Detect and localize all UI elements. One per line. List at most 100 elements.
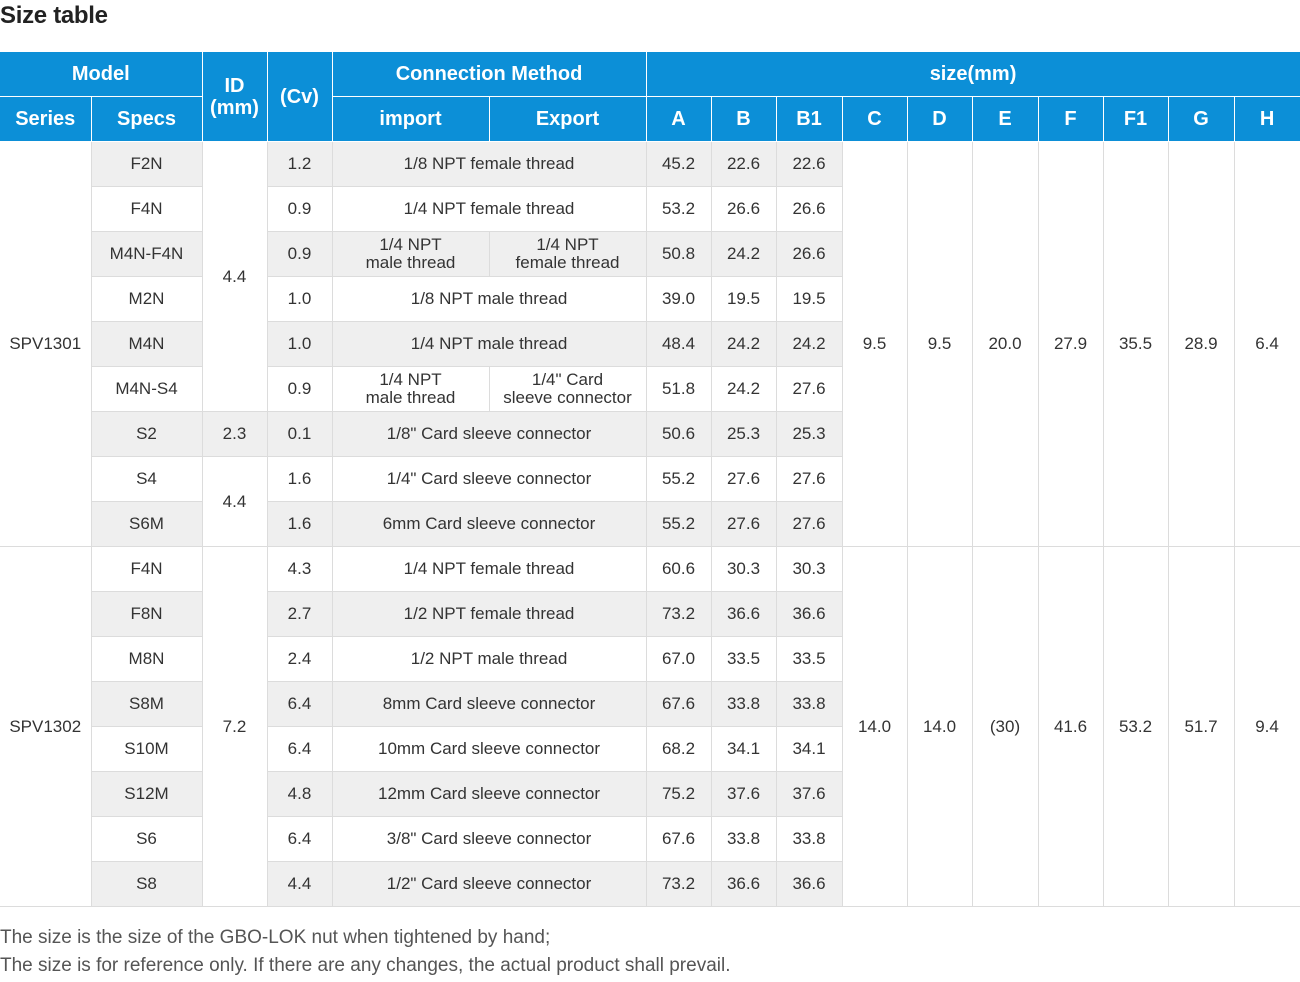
dim-b-cell: 33.5 (711, 636, 777, 682)
dim-b-cell: 33.8 (711, 816, 777, 862)
dim-b1-cell: 33.8 (776, 681, 843, 727)
table-row: S10M 6.4 10mm Card sleeve connector 68.2… (0, 726, 1300, 772)
dim-e-cell: (30) (972, 546, 1039, 907)
dim-a-cell: 67.0 (646, 636, 712, 682)
dim-b-cell: 30.3 (711, 546, 777, 592)
spec-cell: M4N-F4N (91, 231, 203, 277)
cv-cell: 4.3 (267, 546, 333, 592)
header-series: Series (0, 96, 92, 142)
dim-b1-cell: 26.6 (776, 186, 843, 232)
dim-a-cell: 55.2 (646, 501, 712, 547)
dim-b1-cell: 25.3 (776, 411, 843, 457)
import-cell: 1/4 NPT male thread (332, 231, 490, 277)
table-row: M2N 1.0 1/8 NPT male thread 39.0 19.5 19… (0, 276, 1300, 322)
header-dim-e: E (972, 96, 1039, 142)
size-table: Model ID (mm) (Cv) Connection Method size… (0, 52, 1300, 907)
dim-b-cell: 36.6 (711, 591, 777, 637)
dim-b1-cell: 36.6 (776, 591, 843, 637)
dim-g-cell: 51.7 (1168, 546, 1235, 907)
export-cell: 1/4 NPT female thread (489, 231, 647, 277)
dim-b1-cell: 27.6 (776, 501, 843, 547)
dim-b-cell: 19.5 (711, 276, 777, 322)
id-cell: 7.2 (202, 546, 268, 907)
cv-cell: 6.4 (267, 816, 333, 862)
header-dim-f: F (1038, 96, 1104, 142)
dim-a-cell: 73.2 (646, 591, 712, 637)
connection-cell: 8mm Card sleeve connector (332, 681, 647, 727)
dim-b1-cell: 19.5 (776, 276, 843, 322)
connection-cell: 1/2" Card sleeve connector (332, 861, 647, 907)
dim-b-cell: 26.6 (711, 186, 777, 232)
series-cell: SPV1301 (0, 141, 92, 547)
cv-cell: 1.0 (267, 276, 333, 322)
cv-cell: 6.4 (267, 726, 333, 772)
dim-f1-cell: 35.5 (1103, 141, 1169, 547)
header-dim-d: D (907, 96, 973, 142)
dim-a-cell: 48.4 (646, 321, 712, 367)
dim-b1-cell: 33.8 (776, 816, 843, 862)
spec-cell: S2 (91, 411, 203, 457)
dim-c-cell: 9.5 (842, 141, 908, 547)
spec-cell: F2N (91, 141, 203, 187)
cv-cell: 0.1 (267, 411, 333, 457)
spec-cell: S8M (91, 681, 203, 727)
dim-b-cell: 37.6 (711, 771, 777, 817)
cv-cell: 2.4 (267, 636, 333, 682)
table-row: S8 4.4 1/2" Card sleeve connector 73.2 3… (0, 861, 1300, 907)
connection-cell: 1/2 NPT male thread (332, 636, 647, 682)
dim-d-cell: 14.0 (907, 546, 973, 907)
header-dim-b1: B1 (776, 96, 843, 142)
dim-a-cell: 50.8 (646, 231, 712, 277)
dim-g-cell: 28.9 (1168, 141, 1235, 547)
connection-cell: 1/8 NPT female thread (332, 141, 647, 187)
cv-cell: 0.9 (267, 231, 333, 277)
cv-cell: 6.4 (267, 681, 333, 727)
table-row: S6M 1.6 6mm Card sleeve connector 55.2 2… (0, 501, 1300, 547)
dim-f-cell: 41.6 (1038, 546, 1104, 907)
dim-a-cell: 45.2 (646, 141, 712, 187)
dim-b1-cell: 37.6 (776, 771, 843, 817)
dim-b-cell: 27.6 (711, 456, 777, 502)
dim-b-cell: 36.6 (711, 861, 777, 907)
dim-b-cell: 24.2 (711, 321, 777, 367)
spec-cell: M4N (91, 321, 203, 367)
cv-cell: 1.6 (267, 501, 333, 547)
connection-cell: 1/4 NPT female thread (332, 186, 647, 232)
connection-cell: 1/2 NPT female thread (332, 591, 647, 637)
dim-a-cell: 39.0 (646, 276, 712, 322)
dim-h-cell: 6.4 (1234, 141, 1300, 547)
table-row: F4N 0.9 1/4 NPT female thread 53.2 26.6 … (0, 186, 1300, 232)
table-row: M8N 2.4 1/2 NPT male thread 67.0 33.5 33… (0, 636, 1300, 682)
spec-cell: S6M (91, 501, 203, 547)
table-row: S2 2.3 0.1 1/8" Card sleeve connector 50… (0, 411, 1300, 457)
spec-cell: F8N (91, 591, 203, 637)
dim-b-cell: 25.3 (711, 411, 777, 457)
header-dim-a: A (646, 96, 712, 142)
cv-cell: 2.7 (267, 591, 333, 637)
dim-b-cell: 24.2 (711, 366, 777, 412)
dim-b1-cell: 36.6 (776, 861, 843, 907)
dim-e-cell: 20.0 (972, 141, 1039, 547)
dim-a-cell: 50.6 (646, 411, 712, 457)
dim-b1-cell: 34.1 (776, 726, 843, 772)
table-row: M4N 1.0 1/4 NPT male thread 48.4 24.2 24… (0, 321, 1300, 367)
spec-cell: S6 (91, 816, 203, 862)
dim-b1-cell: 26.6 (776, 231, 843, 277)
dim-a-cell: 60.6 (646, 546, 712, 592)
spec-cell: M8N (91, 636, 203, 682)
dim-a-cell: 53.2 (646, 186, 712, 232)
dim-a-cell: 55.2 (646, 456, 712, 502)
header-connection-method: Connection Method (332, 52, 647, 97)
spec-cell: S12M (91, 771, 203, 817)
dim-b-cell: 22.6 (711, 141, 777, 187)
dim-d-cell: 9.5 (907, 141, 973, 547)
dim-b-cell: 24.2 (711, 231, 777, 277)
dim-b-cell: 34.1 (711, 726, 777, 772)
connection-cell: 12mm Card sleeve connector (332, 771, 647, 817)
dim-b1-cell: 33.5 (776, 636, 843, 682)
dim-a-cell: 51.8 (646, 366, 712, 412)
dim-h-cell: 9.4 (1234, 546, 1300, 907)
page-title: Size table (0, 2, 108, 29)
header-model: Model (0, 52, 203, 97)
cv-cell: 1.2 (267, 141, 333, 187)
